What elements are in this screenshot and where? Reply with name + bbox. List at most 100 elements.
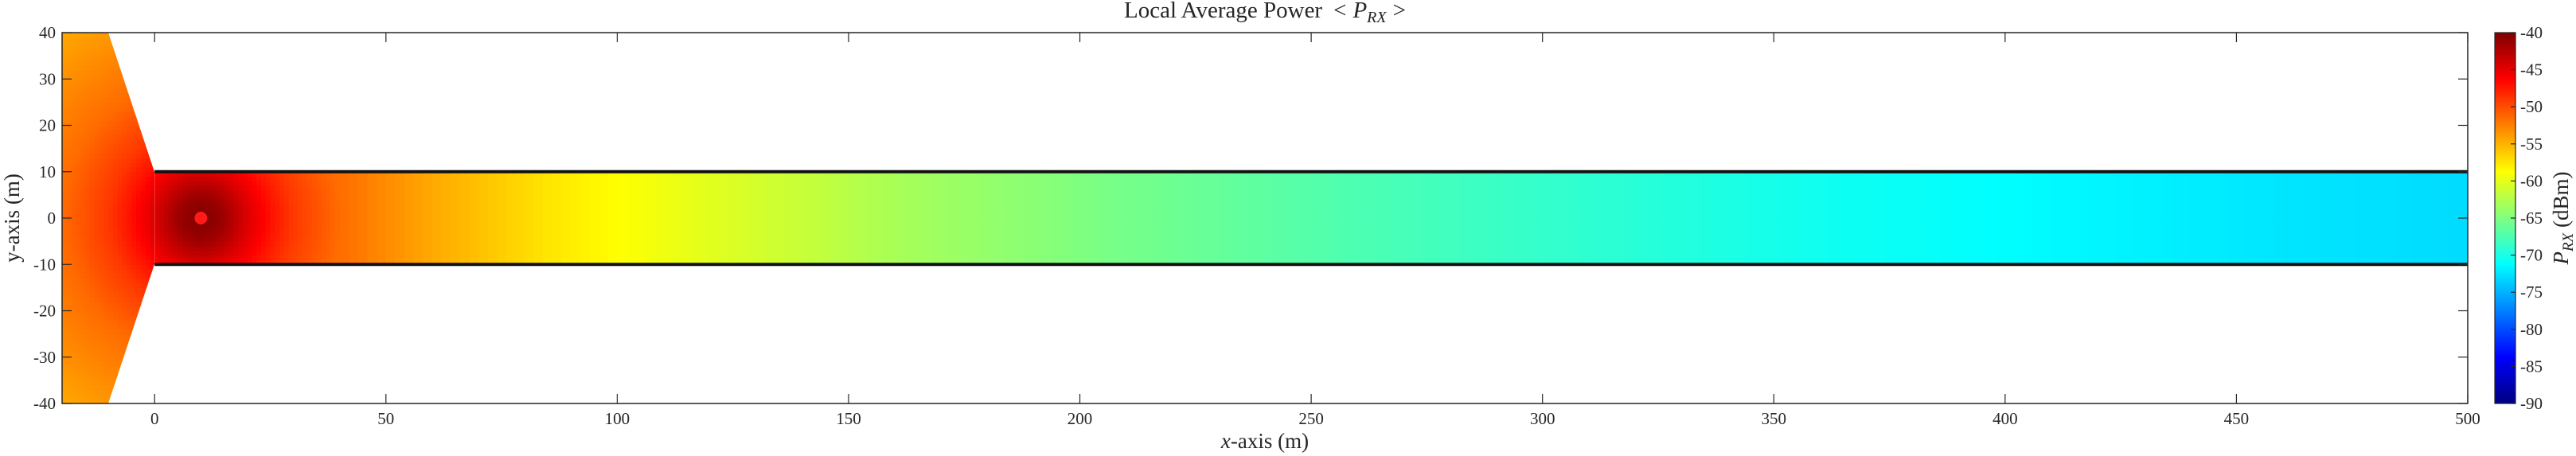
heatmap-cell	[103, 287, 109, 293]
heatmap-cell	[122, 204, 127, 209]
heatmap-cell	[311, 190, 318, 196]
heatmap-cell	[298, 245, 303, 251]
heatmap-cell	[307, 236, 313, 242]
heatmap-cell	[71, 171, 77, 177]
heatmap-cell	[589, 218, 599, 264]
heatmap-cell	[996, 172, 1007, 219]
heatmap-cell	[233, 245, 239, 251]
heatmap-cell	[94, 46, 100, 52]
heatmap-cell	[71, 371, 77, 376]
heatmap-cell	[112, 125, 119, 131]
heatmap-cell	[89, 158, 96, 163]
heatmap-cell	[89, 209, 96, 214]
heatmap-cell	[85, 79, 91, 84]
heatmap-cell	[367, 172, 377, 219]
heatmap-cell	[94, 287, 100, 293]
heatmap-cell	[2292, 218, 2302, 264]
heatmap-cell	[127, 148, 132, 154]
heatmap-cell	[1662, 172, 1673, 219]
heatmap-cell	[66, 46, 72, 52]
heatmap-cell	[135, 209, 142, 214]
heatmap-cell	[76, 348, 81, 353]
heatmap-cell	[89, 148, 96, 154]
heatmap-cell	[94, 130, 100, 135]
heatmap-cell	[122, 111, 127, 117]
heatmap-cell	[2208, 172, 2219, 219]
heatmap-cell	[103, 269, 109, 275]
heatmap-cell	[94, 162, 100, 168]
heatmap-cell	[76, 84, 81, 89]
heatmap-cell	[127, 199, 132, 205]
heatmap-cell	[62, 41, 68, 48]
colorbar-tick-label: -65	[2520, 209, 2543, 228]
heatmap-cell	[112, 264, 119, 270]
heatmap-cell	[117, 199, 123, 205]
heatmap-cell	[62, 357, 68, 363]
heatmap-cell	[71, 232, 77, 237]
heatmap-cell	[681, 172, 692, 219]
heatmap-cell	[765, 218, 775, 264]
heatmap-cell	[112, 158, 119, 163]
heatmap-cell	[186, 232, 193, 237]
heatmap-cell	[302, 236, 308, 242]
heatmap-cell	[103, 292, 109, 298]
heatmap-cell	[85, 125, 91, 131]
heatmap-cell	[62, 324, 68, 330]
heatmap-cell	[117, 348, 123, 353]
heatmap-cell	[173, 209, 178, 214]
heatmap-cell	[196, 199, 201, 205]
heatmap-cell	[219, 250, 224, 256]
heatmap-cell	[66, 153, 72, 158]
heatmap-cell	[260, 176, 267, 181]
heatmap-cell	[62, 162, 68, 168]
heatmap-cell	[112, 283, 119, 288]
heatmap-cell	[228, 209, 234, 214]
heatmap-cell	[89, 227, 96, 233]
heatmap-cell	[122, 138, 127, 145]
heatmap-cell	[186, 204, 193, 209]
heatmap-cell	[66, 143, 72, 150]
heatmap-cell	[103, 64, 109, 71]
heatmap-cell	[135, 222, 142, 228]
heatmap-cell	[66, 297, 72, 302]
heatmap-cell	[131, 185, 137, 191]
heatmap-cell	[178, 213, 183, 219]
heatmap-cell	[219, 232, 224, 237]
heatmap-cell	[326, 213, 331, 219]
heatmap-cell	[186, 218, 193, 224]
heatmap-cell	[89, 204, 96, 209]
heatmap-cell	[1311, 218, 1321, 264]
heatmap-cell	[108, 148, 114, 154]
heatmap-cell	[99, 120, 104, 127]
heatmap-cell	[154, 176, 160, 181]
heatmap-cell	[80, 264, 86, 270]
heatmap-cell	[112, 143, 119, 150]
heatmap-cell	[339, 218, 349, 264]
heatmap-cell	[62, 107, 68, 112]
heatmap-cell	[2421, 218, 2432, 264]
heatmap-cell	[247, 227, 252, 233]
heatmap-cell	[112, 255, 119, 261]
heatmap-cell	[201, 209, 206, 214]
heatmap-cell	[163, 213, 170, 219]
heatmap-cell	[168, 218, 174, 224]
heatmap-cell	[2301, 218, 2311, 264]
heatmap-cell	[108, 209, 114, 214]
heatmap-cell	[112, 185, 119, 191]
heatmap-cell	[108, 69, 114, 76]
heatmap-cell	[154, 172, 160, 177]
heatmap-cell	[941, 172, 951, 219]
heatmap-cell	[987, 172, 997, 219]
heatmap-cell	[103, 143, 109, 150]
heatmap-cell	[159, 204, 165, 209]
heatmap-cell	[85, 320, 91, 325]
heatmap-cell	[80, 120, 86, 127]
heatmap-cell	[99, 102, 104, 107]
heatmap-cell	[307, 259, 313, 264]
heatmap-cell	[80, 181, 86, 186]
heatmap-cell	[131, 125, 137, 131]
heatmap-cell	[867, 218, 877, 264]
heatmap-cell	[127, 171, 132, 177]
heatmap-cell	[1977, 218, 1988, 264]
heatmap-cell	[66, 394, 72, 399]
